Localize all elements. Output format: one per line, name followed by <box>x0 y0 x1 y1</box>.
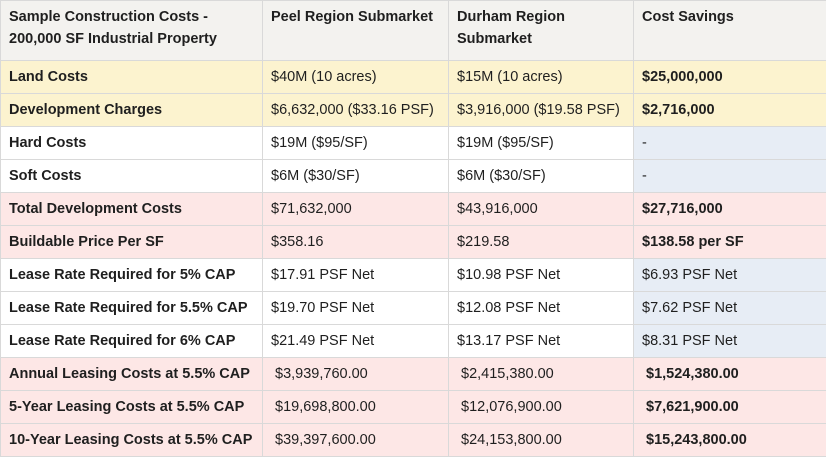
savings-value: $7.62 PSF Net <box>634 292 826 325</box>
row-label: Lease Rate Required for 6% CAP <box>1 325 263 358</box>
row-label: 5-Year Leasing Costs at 5.5% CAP <box>1 391 263 424</box>
durham-value: $12.08 PSF Net <box>449 292 634 325</box>
peel-value: $17.91 PSF Net <box>263 259 449 292</box>
table-row: 10-Year Leasing Costs at 5.5% CAP $39,39… <box>1 424 826 457</box>
peel-value: $71,632,000 <box>263 193 449 226</box>
durham-value: $10.98 PSF Net <box>449 259 634 292</box>
table-row: Hard Costs $19M ($95/SF) $19M ($95/SF) - <box>1 127 826 160</box>
peel-value: $39,397,600.00 <box>263 424 449 457</box>
durham-value: $12,076,900.00 <box>449 391 634 424</box>
durham-value: $2,415,380.00 <box>449 358 634 391</box>
row-label: Buildable Price Per SF <box>1 226 263 259</box>
savings-value: - <box>634 160 826 193</box>
durham-value: $19M ($95/SF) <box>449 127 634 160</box>
savings-value: $27,716,000 <box>634 193 826 226</box>
table-row: Development Charges $6,632,000 ($33.16 P… <box>1 94 826 127</box>
table-row: Buildable Price Per SF $358.16 $219.58 $… <box>1 226 826 259</box>
savings-value: $1,524,380.00 <box>634 358 826 391</box>
row-label: Land Costs <box>1 61 263 94</box>
savings-value: $2,716,000 <box>634 94 826 127</box>
savings-value: $6.93 PSF Net <box>634 259 826 292</box>
header-item: Sample Construction Costs - 200,000 SF I… <box>1 1 263 61</box>
durham-value: $6M ($30/SF) <box>449 160 634 193</box>
row-label: Annual Leasing Costs at 5.5% CAP <box>1 358 263 391</box>
peel-value: $6M ($30/SF) <box>263 160 449 193</box>
header-row: Sample Construction Costs - 200,000 SF I… <box>1 1 826 61</box>
table-row: Soft Costs $6M ($30/SF) $6M ($30/SF) - <box>1 160 826 193</box>
peel-value: $358.16 <box>263 226 449 259</box>
savings-value: $138.58 per SF <box>634 226 826 259</box>
savings-value: $25,000,000 <box>634 61 826 94</box>
header-peel: Peel Region Submarket <box>263 1 449 61</box>
table-row: Lease Rate Required for 5% CAP $17.91 PS… <box>1 259 826 292</box>
peel-value: $40M (10 acres) <box>263 61 449 94</box>
durham-value: $24,153,800.00 <box>449 424 634 457</box>
peel-value: $3,939,760.00 <box>263 358 449 391</box>
row-label: 10-Year Leasing Costs at 5.5% CAP <box>1 424 263 457</box>
table-row: 5-Year Leasing Costs at 5.5% CAP $19,698… <box>1 391 826 424</box>
durham-value: $13.17 PSF Net <box>449 325 634 358</box>
table-row: Annual Leasing Costs at 5.5% CAP $3,939,… <box>1 358 826 391</box>
peel-value: $19,698,800.00 <box>263 391 449 424</box>
table-row: Lease Rate Required for 5.5% CAP $19.70 … <box>1 292 826 325</box>
table-row: Total Development Costs $71,632,000 $43,… <box>1 193 826 226</box>
durham-value: $3,916,000 ($19.58 PSF) <box>449 94 634 127</box>
peel-value: $19M ($95/SF) <box>263 127 449 160</box>
savings-value: $15,243,800.00 <box>634 424 826 457</box>
savings-value: - <box>634 127 826 160</box>
peel-value: $19.70 PSF Net <box>263 292 449 325</box>
row-label: Lease Rate Required for 5% CAP <box>1 259 263 292</box>
row-label: Soft Costs <box>1 160 263 193</box>
durham-value: $15M (10 acres) <box>449 61 634 94</box>
savings-value: $7,621,900.00 <box>634 391 826 424</box>
savings-value: $8.31 PSF Net <box>634 325 826 358</box>
row-label: Hard Costs <box>1 127 263 160</box>
durham-value: $43,916,000 <box>449 193 634 226</box>
table-row: Land Costs $40M (10 acres) $15M (10 acre… <box>1 61 826 94</box>
row-label: Development Charges <box>1 94 263 127</box>
table-row: Lease Rate Required for 6% CAP $21.49 PS… <box>1 325 826 358</box>
row-label: Lease Rate Required for 5.5% CAP <box>1 292 263 325</box>
row-label: Total Development Costs <box>1 193 263 226</box>
header-durham: Durham Region Submarket <box>449 1 634 61</box>
peel-value: $21.49 PSF Net <box>263 325 449 358</box>
peel-value: $6,632,000 ($33.16 PSF) <box>263 94 449 127</box>
header-savings: Cost Savings <box>634 1 826 61</box>
durham-value: $219.58 <box>449 226 634 259</box>
